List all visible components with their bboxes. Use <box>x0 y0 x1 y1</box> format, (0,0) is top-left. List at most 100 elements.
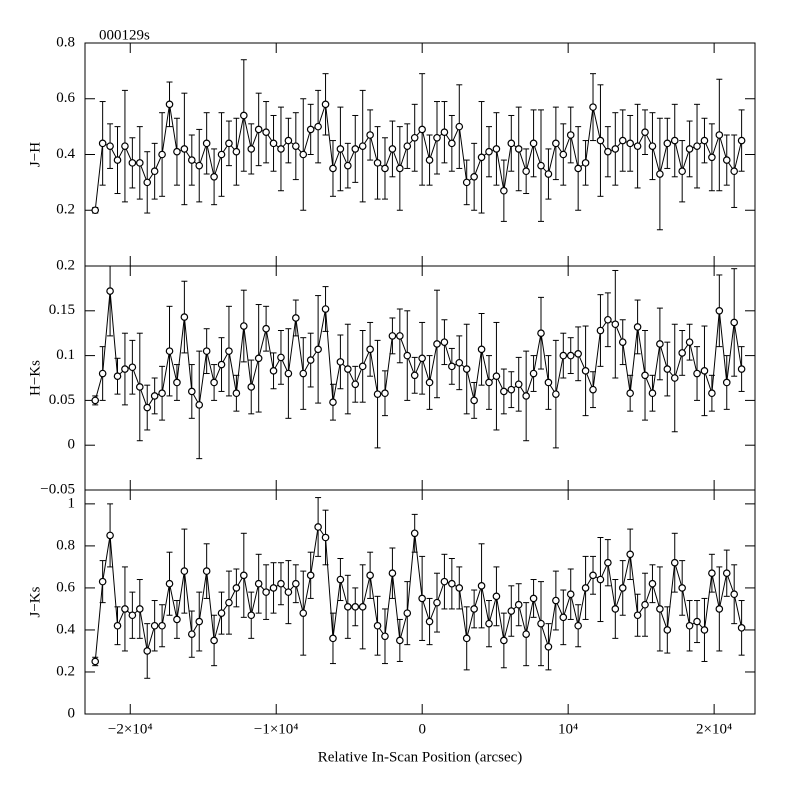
data-point <box>98 577 107 586</box>
data-point <box>113 156 122 164</box>
data-point <box>522 392 530 400</box>
data-point <box>544 170 553 178</box>
data-point <box>388 569 397 578</box>
data-point <box>477 582 486 590</box>
data-point <box>663 139 672 148</box>
data-point <box>529 139 538 148</box>
data-point <box>188 630 196 638</box>
data-point <box>433 598 441 607</box>
data-point <box>277 353 285 362</box>
data-line <box>94 291 743 409</box>
data-point <box>143 178 152 187</box>
data-point <box>247 145 256 153</box>
data-point <box>700 367 709 375</box>
x-axis-label: Relative In-Scan Position (arcsec) <box>318 749 523 765</box>
data-point <box>188 387 196 396</box>
data-point <box>648 579 657 588</box>
data-point <box>336 575 345 584</box>
data-point <box>269 367 278 375</box>
data-point <box>225 598 233 607</box>
data-point <box>656 170 664 178</box>
y-tick-label: 0.6 <box>56 579 75 595</box>
data-point <box>589 103 597 111</box>
data-point <box>581 367 590 375</box>
data-point <box>611 320 620 329</box>
data-point <box>135 383 144 391</box>
data-point <box>284 136 293 145</box>
data-point <box>158 150 166 159</box>
data-point <box>210 378 218 387</box>
data-point <box>589 571 597 580</box>
data-point <box>618 338 627 346</box>
data-point <box>143 647 152 655</box>
data-point <box>292 314 300 322</box>
data-point <box>440 338 449 346</box>
data-point <box>559 351 568 360</box>
data-point <box>351 145 360 153</box>
data-point <box>121 142 129 150</box>
data-point <box>217 609 226 617</box>
data-point <box>180 145 189 153</box>
data-point <box>641 128 649 137</box>
data-point <box>618 584 627 592</box>
data-point <box>455 358 464 367</box>
data-point <box>173 147 181 156</box>
data-point <box>381 389 389 398</box>
data-point <box>596 326 605 335</box>
data-point <box>529 369 538 378</box>
data-point <box>522 630 530 638</box>
data-point <box>91 657 100 666</box>
data-point <box>381 632 389 641</box>
data-point <box>485 147 493 156</box>
data-point <box>277 579 285 588</box>
data-point <box>188 156 196 164</box>
data-point <box>693 617 701 626</box>
data-point <box>135 159 144 167</box>
y-axis-label: J−Ks <box>27 586 43 617</box>
data-point <box>128 363 137 372</box>
data-point <box>269 584 278 592</box>
data-point <box>552 390 560 398</box>
data-point <box>611 605 620 613</box>
data-point <box>544 378 553 387</box>
data-point <box>693 369 701 378</box>
data-point <box>358 142 367 150</box>
data-point <box>730 590 738 599</box>
data-point <box>240 571 248 580</box>
y-tick-label: 0.1 <box>56 347 75 363</box>
data-point <box>670 136 679 145</box>
data-point <box>730 318 738 327</box>
data-point <box>737 365 746 373</box>
data-point <box>210 173 218 181</box>
data-point <box>566 131 575 139</box>
data-point <box>321 305 330 313</box>
data-point <box>254 125 263 134</box>
data-point <box>455 584 464 592</box>
data-point <box>730 167 738 176</box>
y-tick-label: 1 <box>68 495 76 511</box>
data-point <box>537 161 545 170</box>
data-point <box>373 621 382 630</box>
data-point <box>500 186 508 195</box>
data-point <box>410 133 419 142</box>
x-tick-label: 2×10⁴ <box>696 721 732 737</box>
data-point <box>722 378 731 387</box>
data-point <box>708 389 716 398</box>
data-point <box>180 313 189 321</box>
data-point <box>418 594 426 603</box>
data-point <box>128 611 137 620</box>
data-point <box>433 133 441 142</box>
data-point <box>91 206 100 215</box>
data-point <box>329 164 337 173</box>
data-point <box>485 619 493 628</box>
data-point <box>455 122 464 131</box>
data-point <box>210 636 218 645</box>
data-point <box>462 634 471 643</box>
data-point <box>552 139 560 148</box>
data-point <box>202 567 211 575</box>
data-point <box>388 332 397 340</box>
data-point <box>292 579 300 588</box>
data-point <box>388 145 397 153</box>
